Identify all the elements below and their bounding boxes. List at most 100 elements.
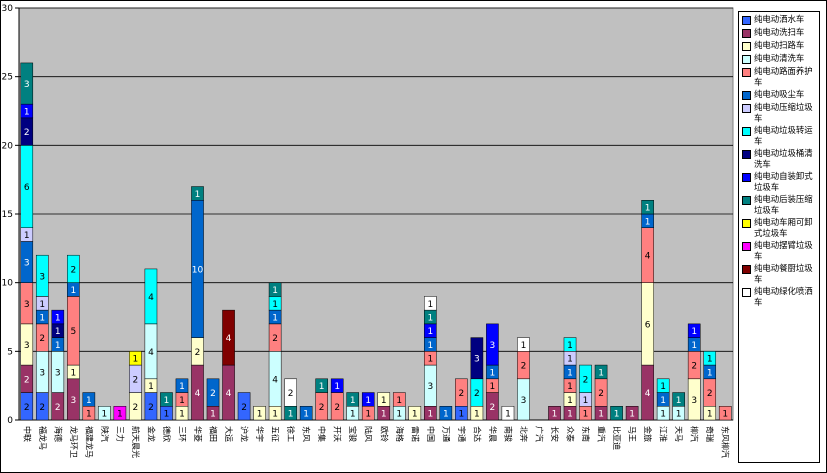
data-label: 1 xyxy=(272,286,278,296)
legend-swatch xyxy=(742,242,751,251)
data-label: 3 xyxy=(24,259,30,269)
bar-segment xyxy=(144,268,158,325)
data-label: 1 xyxy=(521,341,527,351)
data-label: 1 xyxy=(164,410,170,420)
legend-item: 纯电动车厢可卸式垃圾车 xyxy=(742,217,819,238)
data-label: 1 xyxy=(70,368,76,378)
data-label: 2 xyxy=(241,403,247,413)
data-label: 1 xyxy=(443,410,449,420)
data-label: 1 xyxy=(567,410,573,420)
data-label: 4 xyxy=(645,252,651,262)
data-label: 1 xyxy=(334,382,340,392)
bar-segment xyxy=(703,351,717,366)
x-tick-label: 广汽 xyxy=(534,426,544,442)
x-tick-label: 大运 xyxy=(224,426,234,442)
data-label: 2 xyxy=(39,334,45,344)
data-label: 10 xyxy=(192,265,204,275)
legend-swatch xyxy=(742,173,751,182)
data-label: 1 xyxy=(691,327,697,337)
bar-segment xyxy=(687,323,701,338)
data-label: 1 xyxy=(303,410,309,420)
bar-segment xyxy=(237,392,251,421)
x-tick-label: 陕汽 xyxy=(100,426,110,442)
data-label: 6 xyxy=(645,320,651,330)
data-label: 1 xyxy=(505,410,511,420)
data-label: 2 xyxy=(583,375,589,385)
data-label: 1 xyxy=(55,327,61,337)
bar-segment xyxy=(361,392,375,407)
data-label: 1 xyxy=(427,355,433,365)
bar-segment xyxy=(579,364,592,393)
x-tick-label: 海德 xyxy=(53,426,63,442)
x-tick-label: 华宇 xyxy=(255,426,265,442)
bar-segment xyxy=(206,378,220,407)
data-label: 1 xyxy=(583,410,589,420)
bar-segment xyxy=(377,392,391,407)
legend-label: 纯电动路面养护车 xyxy=(754,66,813,87)
data-label: 1 xyxy=(614,410,620,420)
data-label: 2 xyxy=(272,334,278,344)
data-label: 1 xyxy=(707,410,713,420)
x-tick-label: 中国 xyxy=(426,426,436,442)
x-tick-label: 福田 xyxy=(209,426,218,442)
data-label: 1 xyxy=(179,382,185,392)
x-tick-label: 长安 xyxy=(550,426,560,442)
legend-swatch xyxy=(742,68,751,77)
data-label: 3 xyxy=(24,80,30,90)
legend-item: 纯电动清洗车 xyxy=(742,53,819,64)
legend-item: 纯电动路面养护车 xyxy=(742,66,819,87)
bar-segment xyxy=(672,392,685,407)
legend-label: 纯电动后装压缩垃圾车 xyxy=(754,194,813,215)
x-tick-label: 海格 xyxy=(395,426,405,442)
bar-segment xyxy=(222,309,235,366)
data-label: 1 xyxy=(567,341,573,351)
data-label: 1 xyxy=(179,396,185,406)
x-tick-label: 东风 xyxy=(302,426,312,442)
data-label: 2 xyxy=(521,362,527,372)
bar-segment xyxy=(330,378,344,393)
data-label: 2 xyxy=(490,403,496,413)
data-label: 1 xyxy=(272,410,278,420)
bar-segment xyxy=(82,392,96,407)
data-label: 1 xyxy=(598,368,604,378)
x-tick-label: 柳汽 xyxy=(690,426,700,442)
bar-segment xyxy=(113,406,127,421)
bar-segment xyxy=(594,364,608,380)
legend-label: 纯电动压缩垃圾车 xyxy=(754,102,813,123)
y-tick-label: 25 xyxy=(2,73,13,83)
x-tick-label: 比亚迪 xyxy=(612,426,622,450)
data-label: 1 xyxy=(365,410,371,420)
data-label: 6 xyxy=(24,183,30,193)
bar-segment xyxy=(563,337,577,352)
data-label: 1 xyxy=(567,382,573,392)
data-label: 4 xyxy=(226,389,232,399)
legend-swatch xyxy=(742,91,751,100)
data-label: 1 xyxy=(24,231,30,241)
data-label: 4 xyxy=(645,389,651,399)
legend-swatch xyxy=(742,150,751,159)
bar-segment xyxy=(455,378,468,407)
bar-segment xyxy=(20,62,34,105)
data-label: 2 xyxy=(133,403,139,413)
data-label: 1 xyxy=(660,410,666,420)
bar-segment xyxy=(718,406,732,421)
data-label: 1 xyxy=(179,410,185,420)
x-tick-label: 三环 xyxy=(177,426,186,442)
data-label: 1 xyxy=(583,396,589,406)
data-label: 1 xyxy=(567,355,573,365)
data-label: 1 xyxy=(427,314,433,324)
data-label: 2 xyxy=(288,389,294,399)
data-label: 1 xyxy=(427,300,433,310)
bar-segment xyxy=(175,378,189,393)
y-tick-label: 20 xyxy=(2,141,14,151)
legend-label: 纯电动餐厨垃圾车 xyxy=(754,263,813,284)
x-tick-label: 航天晨光 xyxy=(131,426,141,458)
data-label: 1 xyxy=(350,410,356,420)
x-tick-label: 雷诺 xyxy=(410,426,420,442)
data-label: 2 xyxy=(24,375,30,385)
bar-segment xyxy=(253,406,266,421)
data-label: 1 xyxy=(676,410,682,420)
data-label: 1 xyxy=(459,410,465,420)
bar-segment xyxy=(408,406,422,421)
